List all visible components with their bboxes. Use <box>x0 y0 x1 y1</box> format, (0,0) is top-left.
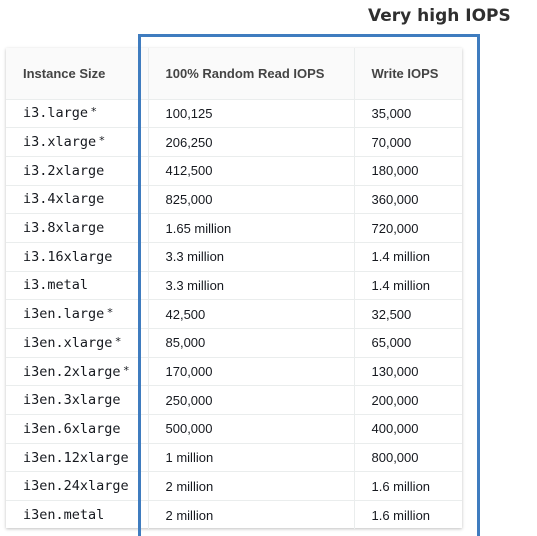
write-iops-cell: 1.4 million <box>354 270 462 300</box>
random-read-iops-cell: 170,000 <box>148 356 355 386</box>
random-read-iops-cell: 500,000 <box>148 414 355 444</box>
instance-name: i3en.24xlarge <box>23 478 129 495</box>
write-iops-cell: 32,500 <box>354 299 462 329</box>
table-body: i3.large * 100,125 35,000 i3.xlarge * 206,250 7… <box>6 98 462 530</box>
table-row: i3.16xlarge 3.3 million 1.4 million <box>6 241 462 272</box>
instance-name: i3en.xlarge <box>23 334 113 351</box>
table-row: i3en.12xlarge 1 million 800,000 <box>6 442 462 472</box>
random-read-iops-cell: 2 million <box>148 500 355 530</box>
instance-name: i3.large <box>23 105 89 122</box>
random-read-iops-cell: 250,000 <box>148 385 355 415</box>
table-row: i3en.large * 42,500 32,500 <box>6 299 462 329</box>
instance-size-cell: i3.4xlarge <box>6 184 149 214</box>
random-read-iops-cell: 412,500 <box>148 155 355 186</box>
instance-size-cell: i3.8xlarge <box>6 213 149 243</box>
footnote-asterisk: * <box>107 306 113 320</box>
table-row: i3.4xlarge 825,000 360,000 <box>6 184 462 214</box>
table-row: i3.large * 100,125 35,000 <box>6 98 462 128</box>
random-read-iops-cell: 85,000 <box>148 328 355 358</box>
table-row: i3en.24xlarge 2 million 1.6 million <box>6 471 462 501</box>
table-row: i3.8xlarge 1.65 million 720,000 <box>6 213 462 243</box>
instance-size-cell: i3en.3xlarge <box>6 385 149 415</box>
header-random-read-iops: 100% Random Read IOPS <box>148 48 355 100</box>
instance-size-cell: i3en.6xlarge <box>6 414 149 444</box>
table-row: i3en.6xlarge 500,000 400,000 <box>6 414 462 444</box>
instance-size-cell: i3en.large * <box>6 299 149 329</box>
random-read-iops-cell: 3.3 million <box>148 241 355 272</box>
instance-name: i3en.2xlarge <box>23 363 121 380</box>
write-iops-cell: 130,000 <box>354 356 462 386</box>
random-read-iops-cell: 206,250 <box>148 127 355 157</box>
instance-size-cell: i3.xlarge * <box>6 127 149 157</box>
instance-name: i3en.metal <box>23 507 105 524</box>
table-row: i3en.xlarge * 85,000 65,000 <box>6 328 462 358</box>
instance-size-cell: i3en.2xlarge * <box>6 356 149 386</box>
random-read-iops-cell: 1.65 million <box>148 213 355 243</box>
instance-name: i3en.large <box>23 306 105 323</box>
footnote-asterisk: * <box>91 105 97 119</box>
table-row: i3en.metal 2 million 1.6 million <box>6 500 462 530</box>
callout-title: Very high IOPS <box>368 6 511 26</box>
random-read-iops-cell: 825,000 <box>148 184 355 214</box>
table-row: i3.metal 3.3 million 1.4 million <box>6 270 462 300</box>
instance-size-cell: i3en.24xlarge <box>6 471 149 501</box>
instance-name: i3.xlarge <box>23 134 97 151</box>
write-iops-cell: 65,000 <box>354 328 462 358</box>
instance-name: i3en.6xlarge <box>23 420 121 437</box>
random-read-iops-cell: 3.3 million <box>148 270 355 300</box>
write-iops-cell: 1.6 million <box>354 500 462 530</box>
write-iops-cell: 360,000 <box>354 184 462 214</box>
instance-name: i3.2xlarge <box>23 162 105 179</box>
instance-size-cell: i3en.xlarge * <box>6 328 149 358</box>
write-iops-cell: 70,000 <box>354 127 462 157</box>
random-read-iops-cell: 42,500 <box>148 299 355 329</box>
random-read-iops-cell: 2 million <box>148 471 355 501</box>
write-iops-cell: 1.6 million <box>354 471 462 501</box>
random-read-iops-cell: 1 million <box>148 442 355 472</box>
table-row: i3.xlarge * 206,250 70,000 <box>6 127 462 157</box>
write-iops-cell: 200,000 <box>354 385 462 415</box>
table-row: i3en.3xlarge 250,000 200,000 <box>6 385 462 415</box>
table-row: i3.2xlarge 412,500 180,000 <box>6 155 462 186</box>
table-row: i3en.2xlarge * 170,000 130,000 <box>6 356 462 386</box>
instance-size-cell: i3.2xlarge <box>6 155 149 186</box>
write-iops-cell: 720,000 <box>354 213 462 243</box>
instance-name: i3.8xlarge <box>23 220 105 237</box>
instance-name: i3.16xlarge <box>23 248 113 265</box>
random-read-iops-cell: 100,125 <box>148 98 355 128</box>
table-header-row: Instance Size 100% Random Read IOPS Writ… <box>6 48 462 100</box>
footnote-asterisk: * <box>99 134 105 148</box>
instance-name: i3.4xlarge <box>23 191 105 208</box>
write-iops-cell: 800,000 <box>354 442 462 472</box>
footnote-asterisk: * <box>115 334 121 348</box>
instance-size-cell: i3en.12xlarge <box>6 442 149 472</box>
instance-size-cell: i3.metal <box>6 270 149 300</box>
write-iops-cell: 35,000 <box>354 98 462 128</box>
footnote-asterisk: * <box>123 363 130 377</box>
iops-table: Instance Size 100% Random Read IOPS Writ… <box>6 48 462 530</box>
instance-name: i3en.12xlarge <box>23 449 129 466</box>
instance-name: i3en.3xlarge <box>23 392 121 409</box>
write-iops-cell: 180,000 <box>354 155 462 186</box>
instance-size-cell: i3en.metal <box>6 500 149 530</box>
instance-name: i3.metal <box>23 277 89 294</box>
header-write-iops: Write IOPS <box>354 48 462 100</box>
write-iops-cell: 1.4 million <box>354 241 462 272</box>
instance-size-cell: i3.large * <box>6 98 149 128</box>
iops-table-container: Instance Size 100% Random Read IOPS Writ… <box>6 48 462 530</box>
instance-size-cell: i3.16xlarge <box>6 241 149 272</box>
write-iops-cell: 400,000 <box>354 414 462 444</box>
header-instance-size: Instance Size <box>6 48 149 100</box>
